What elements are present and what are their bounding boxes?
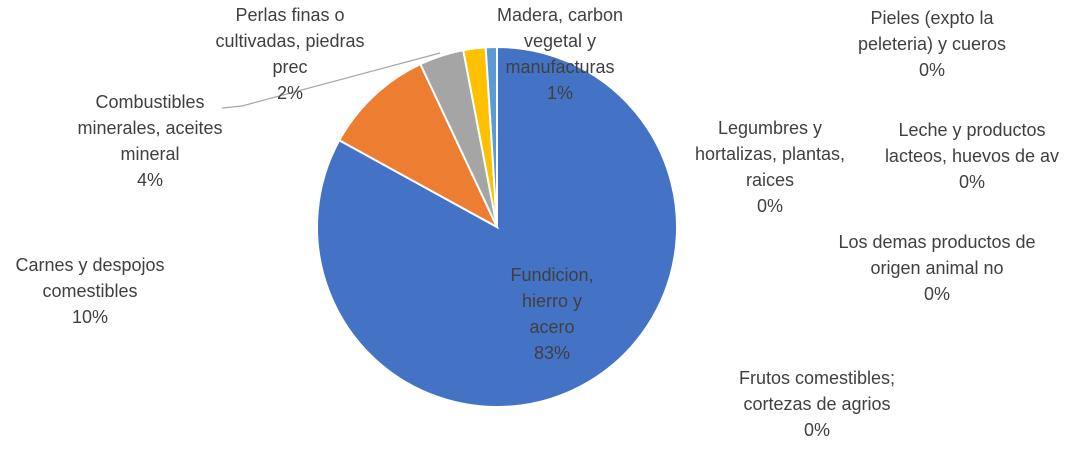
data-label: Combustibles minerales, aceites mineral 4…	[60, 89, 240, 193]
label-value: 4%	[136, 170, 163, 190]
label-value: 10%	[71, 307, 109, 327]
data-label: Leche y productos lacteos, huevos de av 0…	[872, 117, 1072, 195]
label-value: 0%	[958, 172, 985, 192]
label-value: 0%	[803, 420, 830, 440]
data-label: Los demas productos de origen animal no 0…	[837, 229, 1037, 307]
label-name: Madera, carbon vegetal y manufacturas	[496, 5, 624, 77]
label-name: Legumbres y hortalizas, plantas, raices	[694, 118, 846, 190]
label-name: Fundicion, hierro y acero	[510, 265, 594, 337]
data-label: Legumbres y hortalizas, plantas, raices 0…	[678, 115, 863, 219]
data-label: Fundicion, hierro y acero 83%	[497, 262, 607, 366]
label-name: Combustibles minerales, aceites mineral	[77, 92, 223, 164]
label-value: 2%	[276, 83, 303, 103]
leader-line	[221, 52, 441, 109]
label-name: Los demas productos de origen animal no	[838, 232, 1036, 278]
label-name: Pieles (expto la peleteria) y cueros	[857, 8, 1007, 54]
pie-slice	[337, 62, 500, 230]
label-name: Frutos comestibles; cortezas de agrios	[738, 368, 896, 414]
data-label: Madera, carbon vegetal y manufacturas 1%	[485, 2, 635, 106]
label-value: 0%	[923, 284, 950, 304]
label-name: Perlas finas o cultivadas, piedras prec	[215, 5, 365, 77]
pie-slice	[484, 45, 498, 228]
label-name: Leche y productos lacteos, huevos de av	[884, 120, 1060, 166]
data-label: Perlas finas o cultivadas, piedras prec 2…	[208, 2, 373, 106]
data-label: Carnes y despojos comestibles 10%	[0, 252, 180, 330]
label-value: 0%	[756, 196, 783, 216]
label-name: Carnes y despojos comestibles	[15, 255, 165, 301]
label-value: 83%	[533, 343, 571, 363]
pie-slice	[316, 45, 678, 408]
data-label: Frutos comestibles; cortezas de agrios 0%	[717, 365, 917, 443]
label-value: 1%	[546, 83, 573, 103]
label-value: 0%	[918, 60, 945, 80]
data-label: Pieles (expto la peleteria) y cueros 0%	[832, 5, 1032, 83]
